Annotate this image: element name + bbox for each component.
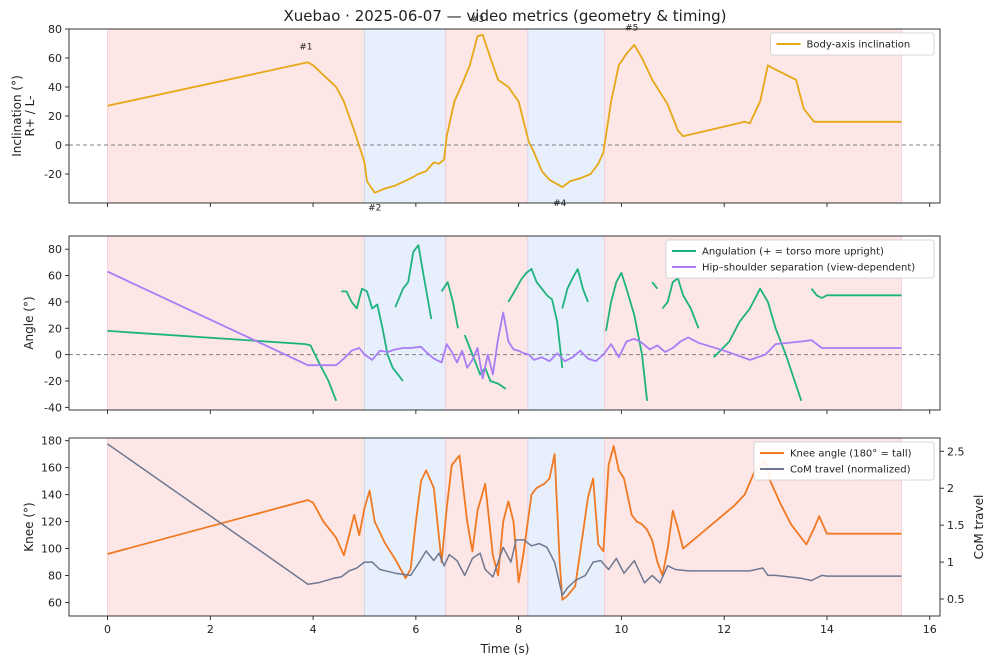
series-line [107,445,902,601]
series-line [561,268,589,309]
phase-band-blue [527,28,605,204]
legend-box [770,32,935,56]
series-line [713,287,803,402]
peak-annotation: #2 [368,203,381,213]
y-tick-label: 40 [48,296,62,309]
x-tick-label: 8 [515,623,522,636]
phase-band-pink [107,437,365,617]
y-right-tick-label: 2.5 [947,445,965,458]
y-tick-label: 120 [41,516,62,529]
y-tick-label: 60 [48,270,62,283]
series-group [107,443,902,601]
y-tick-label: -20 [44,375,62,388]
y-tick-label: 160 [41,462,62,475]
y-tick-label: 60 [48,52,62,65]
y-tick-label: 80 [48,23,62,36]
peak-annotation: #4 [553,199,567,209]
series-line [107,33,902,194]
peak-annotation: #1 [299,42,312,52]
y-tick-label: 60 [48,597,62,610]
series-line [810,288,902,299]
inclination-panel: -20 0 20 40 60 80 Inclination (°) R+ / L- #1 #2 #3… [10,15,941,213]
legend-label: Knee angle (180° = tall) [790,449,912,460]
y-tick-label: 0 [55,349,62,362]
legend-label: Body-axis inclination [807,40,911,51]
y-right-tick-label: 2 [947,482,954,495]
phase-band-pink [445,437,529,617]
series-line [440,281,459,329]
y-right-tick-label: 1 [947,556,954,569]
y-right-tick-label: 1.5 [947,519,965,532]
y-tick-label: 80 [48,243,62,256]
axes-frame [68,437,941,617]
series-line [107,330,338,402]
y-tick-label: 20 [48,322,62,335]
y-tick-label: 180 [41,435,62,448]
legend-label: Hip–shoulder separation (view-dependent) [702,263,915,274]
series-line [107,443,902,597]
y-tick-label: 40 [48,81,62,94]
phase-band-blue [527,235,605,411]
x-tick-label: 16 [923,623,937,636]
phase-band-pink [107,28,365,204]
y-axis-label: Knee (°) [22,502,36,551]
y-tick-label: 0 [55,139,62,152]
x-tick-label: 12 [717,623,731,636]
y-right-tick-label: 0.5 [947,593,965,606]
x-axis-label: Time (s) [480,642,530,656]
series-line [107,270,902,380]
legend-label: CoM travel (normalized) [790,465,911,476]
axes-frame [68,235,941,411]
peak-annotation: #3 [471,15,484,25]
y-tick-label: 20 [48,110,62,123]
x-tick-label: 6 [412,623,419,636]
phase-band-blue [364,235,447,411]
x-tick-label: 4 [310,623,317,636]
series-line [394,244,433,320]
y-tick-label: 140 [41,489,62,502]
series-line [651,281,659,290]
y-tick-label: 100 [41,543,62,556]
x-tick-label: 10 [614,623,628,636]
angle-panel: -40 -20 0 20 40 60 80 Angle (°) Angulation (+ = … [22,235,941,414]
y-axis-label: Inclination (°) [10,75,24,157]
knee-panel: 0 2 4 6 8 10 12 14 16 60 80 100 120 140 160 180 0.5 1 1.5 2… [22,435,986,636]
legend-label: Angulation (+ = torso more upright) [702,247,884,258]
phase-band-pink [445,28,529,204]
y-tick-label: -40 [44,401,62,414]
series-group [107,33,902,194]
y-tick-label: 80 [48,570,62,583]
x-tick-label: 14 [820,623,834,636]
series-line [341,287,404,382]
legend-box [665,239,935,279]
phase-band-pink [445,235,529,411]
figure-title: Xuebao · 2025-06-07 — video metrics (geo… [283,7,726,25]
y-axis-label-sub: R+ / L- [23,96,37,137]
phase-band-pink [107,235,365,411]
series-line [463,334,507,390]
peak-annotation: #5 [625,23,638,33]
legend-box [753,441,935,481]
series-line [507,268,564,368]
y-axis-label: Angle (°) [22,296,36,349]
series-line [605,271,648,401]
phase-band-blue [364,28,447,204]
y-right-axis-label: CoM travel [972,495,986,560]
y-tick-label: -20 [44,168,62,181]
x-tick-label: 0 [104,623,111,636]
x-tick-label: 2 [207,623,214,636]
series-group [107,244,902,402]
